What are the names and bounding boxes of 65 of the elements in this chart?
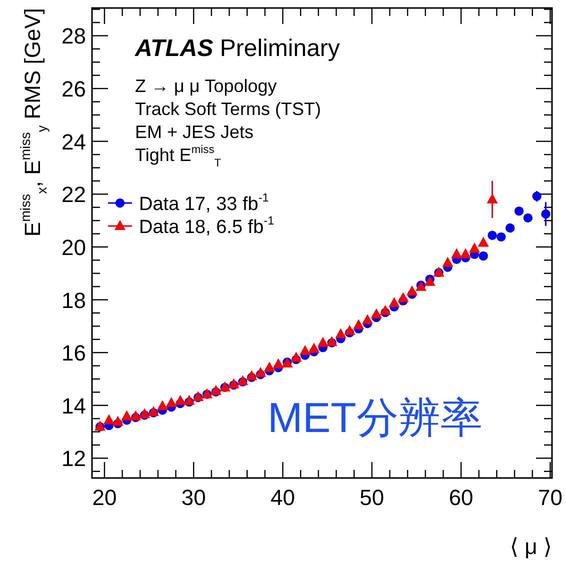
point xyxy=(130,410,142,420)
point xyxy=(523,213,533,223)
y-tick-label: 18 xyxy=(62,288,86,313)
point xyxy=(156,400,168,410)
point xyxy=(112,416,124,426)
point xyxy=(148,406,160,416)
x-tick-label: 70 xyxy=(538,485,562,510)
point xyxy=(335,328,346,338)
point xyxy=(488,230,497,240)
annotation: MET分辨率 xyxy=(268,394,482,441)
legend-label: Data 18, 6.5 fb$^{-1}$ xyxy=(139,214,274,238)
point xyxy=(139,408,150,418)
y-tick-label: 14 xyxy=(62,393,86,418)
annotation: Z → μ μ Topology xyxy=(135,76,277,96)
point xyxy=(300,344,311,355)
annotation: EM + JES Jets xyxy=(135,122,254,142)
point xyxy=(532,192,542,201)
point xyxy=(486,193,498,204)
point xyxy=(514,206,524,216)
point xyxy=(103,414,114,424)
point xyxy=(451,248,462,258)
point xyxy=(362,314,373,324)
point xyxy=(290,352,302,362)
point xyxy=(460,248,472,258)
x-tick-label: 50 xyxy=(360,485,384,510)
point xyxy=(506,223,515,233)
point xyxy=(210,384,222,395)
y-tick-label: 24 xyxy=(62,129,86,154)
point xyxy=(121,410,132,420)
point xyxy=(174,394,186,405)
point xyxy=(166,397,177,408)
point xyxy=(398,292,409,302)
point xyxy=(541,209,550,219)
point xyxy=(264,362,275,372)
y-tick-label: 28 xyxy=(62,24,86,49)
legend-label: Data 17, 33 fb$^{-1}$ xyxy=(139,191,269,215)
point xyxy=(442,256,454,267)
point xyxy=(478,251,488,261)
y-tick-label: 22 xyxy=(62,182,86,208)
x-tick-label: 60 xyxy=(448,485,474,510)
point xyxy=(184,394,195,405)
point xyxy=(344,324,356,335)
point xyxy=(380,304,391,315)
point xyxy=(496,232,506,242)
point xyxy=(246,370,258,380)
x-tick-label: 30 xyxy=(181,485,206,510)
y-tick-label: 26 xyxy=(62,76,86,102)
point xyxy=(388,296,400,307)
point xyxy=(254,366,266,377)
point xyxy=(272,358,284,368)
text: ATLAS Preliminary xyxy=(134,35,340,62)
point xyxy=(353,319,364,330)
point xyxy=(308,342,320,353)
point xyxy=(478,236,489,247)
annotation: Track Soft Terms (TST) xyxy=(135,99,322,119)
y-tick-label: 16 xyxy=(62,340,86,366)
point xyxy=(317,336,328,347)
x-axis-title: ⟨ μ ⟩ xyxy=(510,534,552,559)
point xyxy=(406,285,418,296)
y-tick-label: 12 xyxy=(62,446,86,472)
y-tick-label: 20 xyxy=(62,234,86,260)
x-tick-label: 40 xyxy=(270,485,296,510)
point xyxy=(370,308,382,318)
x-tick-label: 20 xyxy=(92,485,117,510)
point xyxy=(468,242,480,253)
